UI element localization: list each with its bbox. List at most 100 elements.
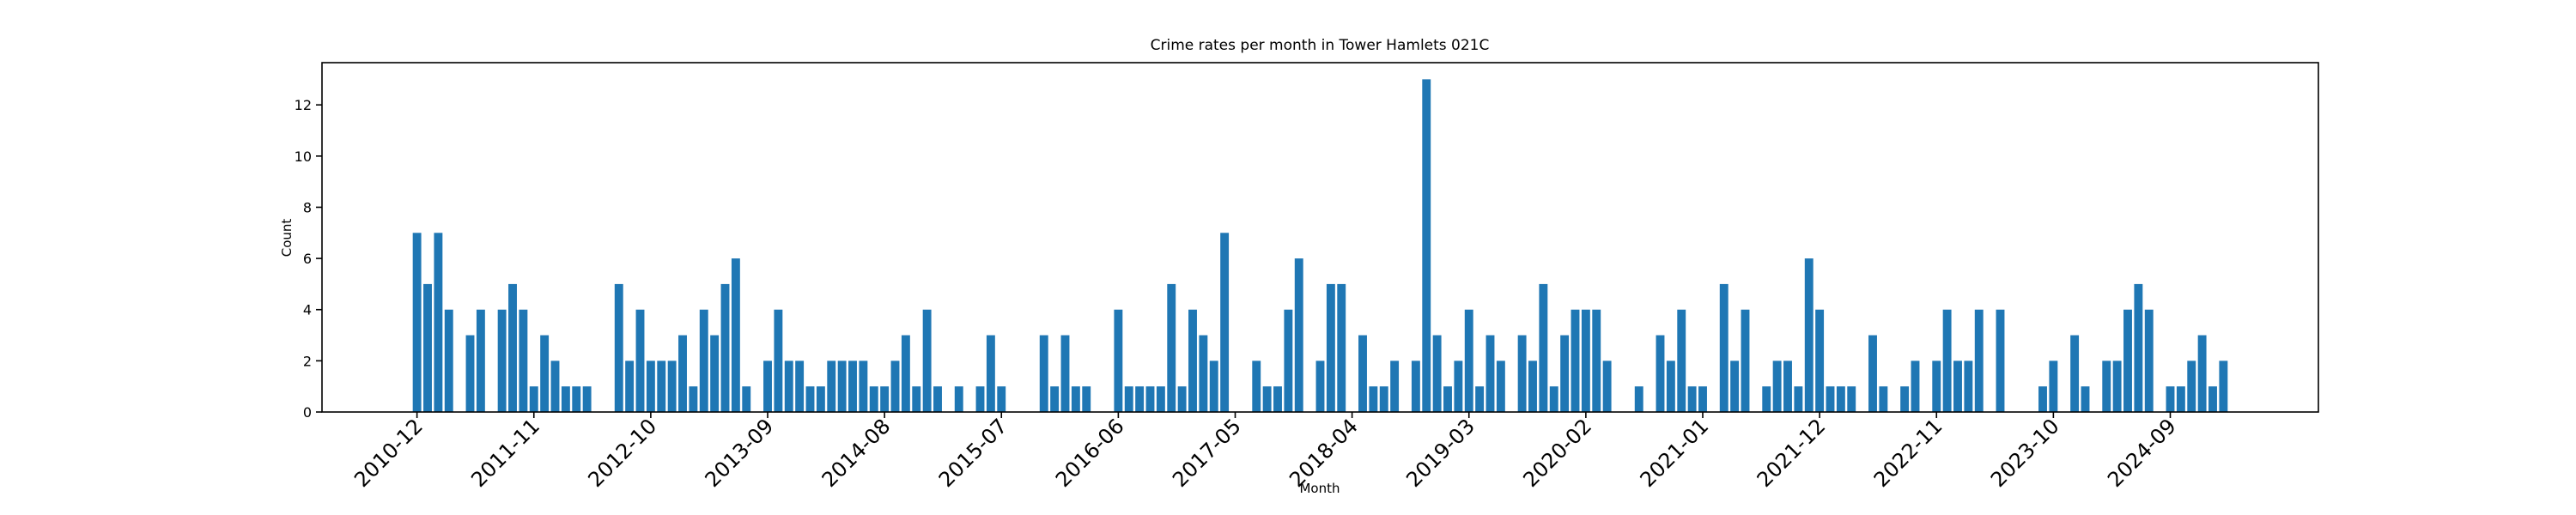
bar — [614, 283, 623, 412]
x-tick-label: 2012-10 — [583, 414, 661, 492]
bar — [1294, 258, 1303, 412]
bar — [689, 386, 698, 412]
bar — [1847, 386, 1856, 412]
bar — [1996, 309, 2005, 412]
bar — [1209, 360, 1218, 412]
bar — [1602, 360, 1612, 412]
bar — [1060, 335, 1070, 412]
bar — [1369, 386, 1378, 412]
bar — [922, 309, 932, 412]
bar — [678, 335, 687, 412]
bar — [1581, 309, 1590, 412]
bar — [848, 360, 857, 412]
bar — [763, 360, 772, 412]
bar — [476, 309, 485, 412]
bar — [1167, 283, 1176, 412]
bar — [1666, 360, 1675, 412]
bar — [1379, 386, 1388, 412]
bar — [657, 360, 666, 412]
bar — [572, 386, 581, 412]
x-tick-label: 2014-08 — [817, 414, 896, 492]
bar — [2049, 360, 2058, 412]
bar — [2197, 335, 2207, 412]
x-tick-label: 2017-05 — [1168, 414, 1246, 492]
bar — [582, 386, 592, 412]
bar — [731, 258, 740, 412]
bar — [1443, 386, 1452, 412]
bar — [997, 386, 1006, 412]
bar — [1634, 386, 1643, 412]
bar — [912, 386, 921, 412]
bar — [1432, 335, 1442, 412]
bar — [2176, 386, 2185, 412]
bar — [1539, 283, 1548, 412]
bar — [1358, 335, 1367, 412]
bar — [2102, 360, 2111, 412]
bar — [720, 283, 730, 412]
bar — [646, 360, 655, 412]
x-axis-label: Month — [1299, 481, 1340, 496]
bar — [412, 233, 422, 412]
bar — [880, 386, 890, 412]
bar — [1794, 386, 1803, 412]
bar — [795, 360, 805, 412]
bar — [1762, 386, 1771, 412]
bar — [1868, 335, 1877, 412]
bar — [859, 360, 868, 412]
y-tick-label: 8 — [303, 199, 312, 215]
bar — [1496, 360, 1505, 412]
bar — [1475, 386, 1485, 412]
bar — [1592, 309, 1601, 412]
bar — [1932, 360, 1941, 412]
x-tick-label: 2020-02 — [1518, 414, 1596, 492]
x-tick-label: 2016-06 — [1051, 414, 1129, 492]
bar — [561, 386, 570, 412]
bar — [1826, 386, 1835, 412]
bar — [465, 335, 475, 412]
bar — [444, 309, 453, 412]
bar — [1284, 309, 1293, 412]
bar — [423, 283, 432, 412]
bar — [1082, 386, 1091, 412]
bar — [1900, 386, 1910, 412]
bar — [1145, 386, 1155, 412]
bar — [933, 386, 942, 412]
bar — [1177, 386, 1187, 412]
bar — [890, 360, 900, 412]
bar — [1879, 386, 1888, 412]
bar — [1390, 360, 1400, 412]
bar — [1188, 309, 1197, 412]
bar — [742, 386, 751, 412]
bar — [816, 386, 825, 412]
x-tick-label: 2023-10 — [1986, 414, 2064, 492]
bar — [1571, 309, 1580, 412]
bar — [550, 360, 560, 412]
bar — [1528, 360, 1537, 412]
bar — [1911, 360, 1920, 412]
bar — [784, 360, 793, 412]
bar — [1783, 360, 1792, 412]
bar — [2208, 386, 2217, 412]
bar — [827, 360, 836, 412]
bar — [1953, 360, 1962, 412]
bar — [2081, 386, 2090, 412]
bar — [1135, 386, 1145, 412]
bar — [1337, 283, 1346, 412]
bar — [869, 386, 878, 412]
x-tick-label: 2010-12 — [349, 414, 428, 492]
bar — [1836, 386, 1845, 412]
bar — [1114, 309, 1123, 412]
bar — [699, 309, 708, 412]
bar — [1422, 79, 1431, 412]
bar — [1050, 386, 1060, 412]
bar — [837, 360, 847, 412]
bar — [1942, 309, 1952, 412]
bar — [1687, 386, 1697, 412]
x-tick-label: 2022-11 — [1869, 414, 1947, 492]
bar — [2112, 360, 2122, 412]
bar — [1326, 283, 1335, 412]
bar — [667, 360, 677, 412]
bar — [508, 283, 517, 412]
bar — [2144, 309, 2154, 412]
